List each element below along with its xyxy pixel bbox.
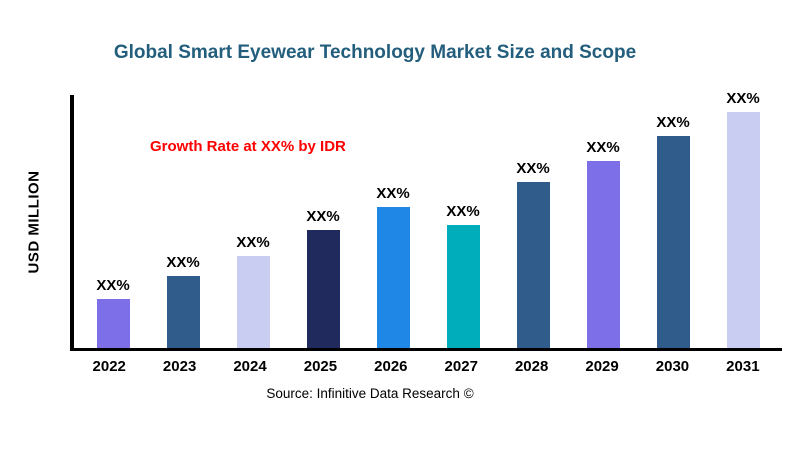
x-tick-label: 2028	[514, 358, 549, 375]
source-credit: Source: Infinitive Data Research ©	[266, 386, 474, 401]
x-tick-label: 2029	[585, 358, 619, 375]
y-axis-label: USD MILLION	[25, 170, 43, 274]
bar	[656, 136, 690, 348]
bar-value-label: XX%	[166, 254, 200, 271]
bar	[236, 256, 270, 348]
bar-group: XX%	[638, 114, 708, 348]
bar	[586, 161, 620, 348]
bar	[306, 230, 340, 348]
bar-group: XX%	[358, 185, 428, 348]
chart-title: Global Smart Eyewear Technology Market S…	[113, 42, 637, 63]
bar	[516, 182, 550, 348]
bar-value-label: XX%	[516, 160, 550, 177]
bar-group: XX%	[568, 139, 638, 348]
x-tick-label: 2023	[162, 358, 197, 375]
x-tick-label: 2027	[444, 358, 478, 375]
bar	[166, 276, 200, 348]
x-tick-label: 2022	[92, 358, 126, 375]
bar-value-label: XX%	[96, 277, 130, 294]
x-tick-label: 2030	[655, 358, 690, 375]
x-tick-label: 2031	[726, 358, 760, 375]
plot-area: XX% XX% XX% XX% XX% XX% XX% XX% XX% XX%	[70, 90, 782, 351]
bar	[446, 225, 480, 348]
bar-value-label: XX%	[236, 234, 270, 251]
bar-value-label: XX%	[726, 90, 760, 107]
bar-group: XX%	[498, 160, 568, 348]
growth-rate-annotation: Growth Rate at XX% by IDR	[150, 138, 346, 155]
bar-value-label: XX%	[656, 114, 690, 131]
bar-value-label: XX%	[446, 203, 480, 220]
x-tick-label: 2025	[303, 358, 338, 375]
bar-value-label: XX%	[586, 139, 620, 156]
bar-group: XX%	[288, 208, 358, 348]
bar-value-label: XX%	[376, 185, 410, 202]
bar-group: XX%	[218, 234, 288, 348]
bar-group: XX%	[78, 277, 148, 348]
bars: XX% XX% XX% XX% XX% XX% XX% XX% XX% XX%	[74, 90, 782, 348]
bar-value-label: XX%	[306, 208, 340, 225]
bar-group: XX%	[148, 254, 218, 348]
x-axis-ticks: 2022 2023 2024 2025 2026 2027 2028 2029 2030 2031	[70, 358, 782, 375]
bar	[376, 207, 410, 348]
bar	[726, 112, 760, 348]
x-tick-label: 2026	[374, 358, 408, 375]
bar	[96, 299, 130, 348]
x-tick-label: 2024	[233, 358, 267, 375]
bar-group: XX%	[708, 90, 778, 348]
bar-group: XX%	[428, 203, 498, 348]
